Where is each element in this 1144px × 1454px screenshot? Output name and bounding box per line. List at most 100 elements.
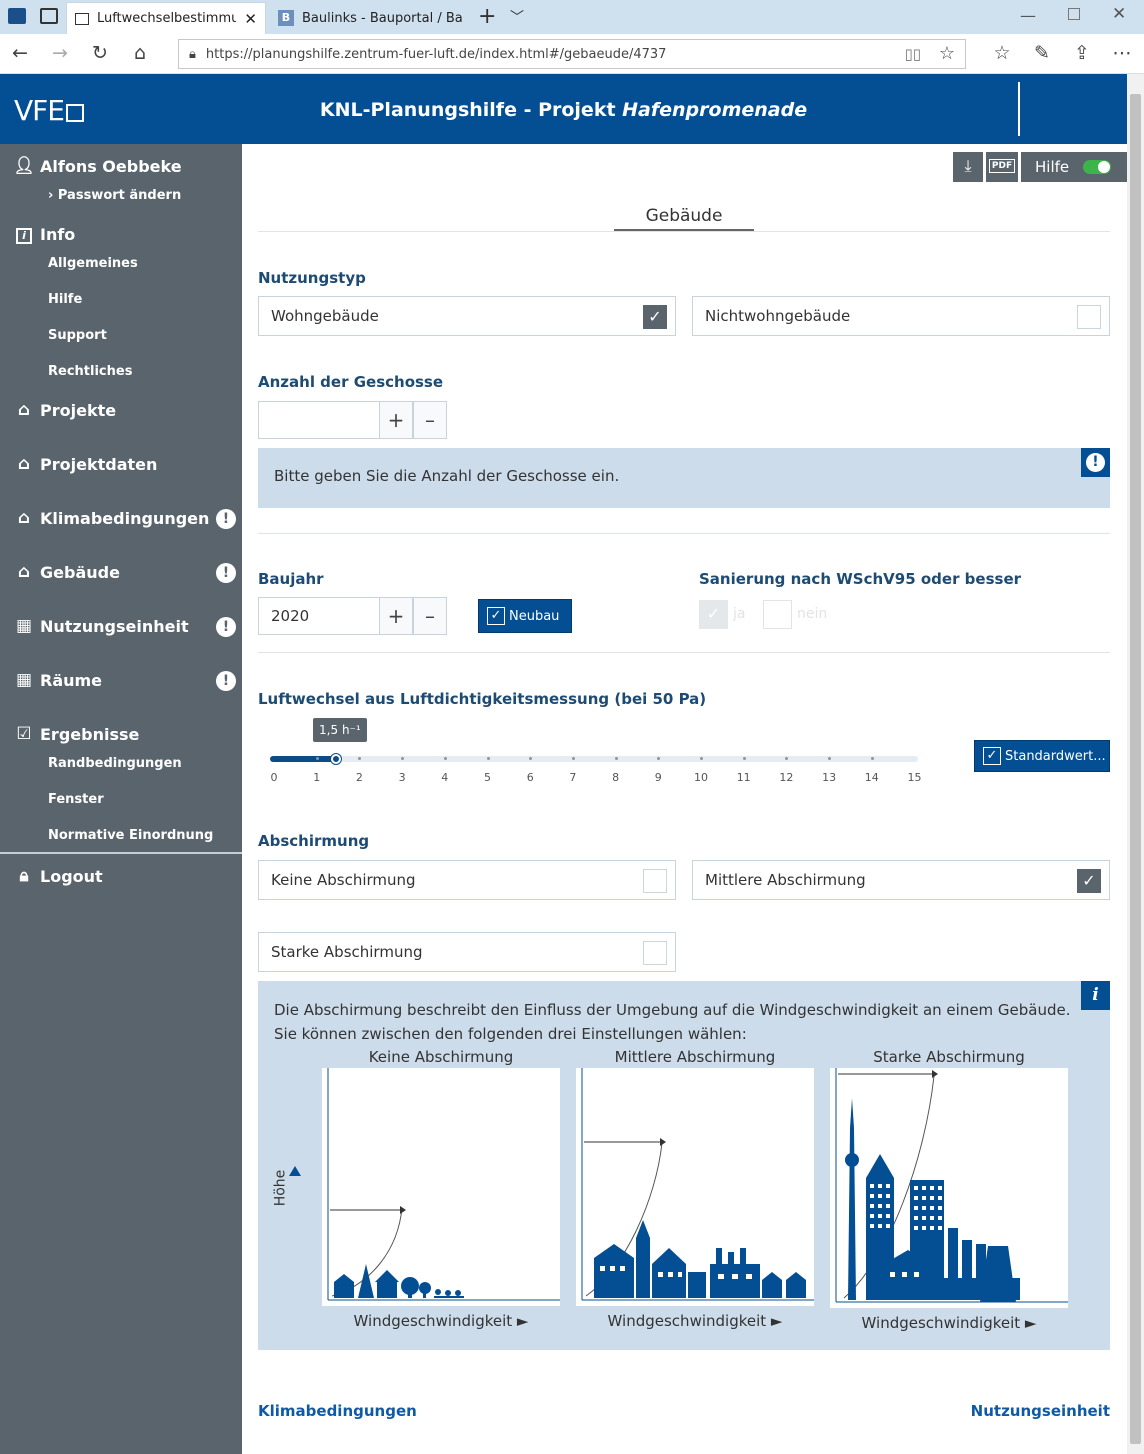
- more-icon[interactable]: ⋯: [1112, 42, 1132, 64]
- mittlere-abschirmung-checkbox[interactable]: ✓: [1077, 869, 1101, 893]
- sidebar-item-klimabedingungen[interactable]: ⌂ Klimabedingungen: [12, 508, 210, 528]
- baujahr-input[interactable]: 2020: [258, 597, 380, 635]
- wohngebaeude-checkbox[interactable]: ✓: [643, 305, 667, 329]
- slider-handle[interactable]: [331, 754, 342, 764]
- ergebnisse-label: Ergebnisse: [40, 724, 140, 744]
- forward-icon[interactable]: →: [52, 42, 68, 64]
- geschosse-minus-button[interactable]: –: [413, 401, 447, 439]
- sidebar-item-normative[interactable]: Normative Einordnung: [48, 828, 214, 843]
- sidebar-item-gebaeude[interactable]: ⌂ Gebäude: [12, 562, 120, 582]
- option-label: Wohngebäude: [271, 307, 379, 325]
- slider-tick-dot: [700, 757, 703, 760]
- close-tab-icon[interactable]: ✕: [244, 9, 257, 28]
- sanierung-ja-checkbox[interactable]: ✓: [699, 600, 728, 629]
- baujahr-minus-button[interactable]: –: [413, 597, 447, 635]
- hoehe-text: Höhe: [272, 1169, 289, 1207]
- slider-tick-dot: [529, 757, 533, 760]
- slider-tick-dot: [315, 757, 319, 760]
- slider-tick-label: 2: [355, 771, 363, 784]
- tab-baulinks[interactable]: B Baulinks - Bauportal / Baum: [270, 2, 470, 34]
- tab-actions-icon[interactable]: [8, 8, 26, 24]
- home-icon[interactable]: ⌂: [133, 42, 147, 64]
- tab-title: Luftwechselbestimmung: [96, 11, 237, 26]
- warning-badge: !: [1081, 448, 1110, 477]
- option-keine-abschirmung[interactable]: Keine Abschirmung: [258, 860, 676, 900]
- sidebar-item-projekte[interactable]: ⌂ Projekte: [12, 400, 116, 420]
- sidebar-item-ergebnisse[interactable]: ☑ Ergebnisse: [12, 724, 139, 744]
- favorite-star-icon[interactable]: ☆: [938, 43, 955, 64]
- starke-abschirmung-checkbox[interactable]: [643, 941, 667, 965]
- slider-tick-label: 10: [694, 771, 708, 784]
- header-divider: [1018, 82, 1020, 136]
- option-wohngebaeude[interactable]: Wohngebäude ✓: [258, 296, 676, 336]
- favorites-list-icon[interactable]: ☆: [993, 42, 1011, 64]
- back-icon[interactable]: ←: [12, 42, 28, 64]
- maximize-icon[interactable]: [1068, 8, 1080, 20]
- sidebar-item-hilfe[interactable]: Hilfe: [48, 292, 83, 307]
- tab-luftwechsel[interactable]: Luftwechselbestimmung ✕: [66, 2, 266, 34]
- slider-tick-dot: [571, 757, 575, 760]
- window-close-icon[interactable]: ✕: [1112, 4, 1127, 24]
- refresh-icon[interactable]: ↻: [92, 42, 108, 64]
- keine-abschirmung-checkbox[interactable]: [643, 869, 667, 893]
- reading-view-icon[interactable]: ▯▯: [904, 45, 921, 63]
- baujahr-plus-button[interactable]: +: [379, 597, 413, 635]
- sidebar-divider: [0, 852, 242, 854]
- sidebar-item-randbedingungen[interactable]: Randbedingungen: [48, 756, 182, 771]
- tab-list-chevron-icon[interactable]: ﹀: [510, 10, 524, 26]
- option-label: Nichtwohngebäude: [705, 307, 851, 325]
- sidebar-item-fenster[interactable]: Fenster: [48, 792, 104, 807]
- sidebar-item-logout[interactable]: 🔒︎ Logout: [12, 866, 102, 886]
- tab-divider: [258, 231, 1110, 232]
- scrollbar-thumb[interactable]: [1130, 94, 1141, 1444]
- pen-icon[interactable]: ✎: [1034, 42, 1050, 64]
- sidebar: 👤︎ Alfons Oebbeke › Passwort ändern i Info…: [0, 144, 242, 1454]
- slider-tick-label: 13: [822, 771, 837, 784]
- share-icon[interactable]: ⇪: [1074, 42, 1090, 64]
- neubau-toggle[interactable]: ✓ Neubau: [478, 599, 572, 633]
- sidebar-item-raeume[interactable]: ▦ Räume: [12, 670, 102, 690]
- download-button[interactable]: ⤓: [953, 152, 983, 182]
- tab-set-aside-icon[interactable]: [40, 8, 58, 24]
- slider-tick-label: 5: [484, 771, 491, 784]
- slider-tick-label: 1: [313, 771, 321, 784]
- sidebar-item-support[interactable]: Support: [48, 328, 107, 343]
- sidebar-item-info[interactable]: i Info: [12, 224, 75, 244]
- sanierung-nein-checkbox[interactable]: [763, 600, 792, 629]
- geschosse-plus-button[interactable]: +: [379, 401, 413, 439]
- projects-home-icon: ⌂: [17, 400, 31, 420]
- pdf-export-button[interactable]: PDF: [986, 152, 1018, 182]
- logo-text: VFE: [14, 94, 65, 127]
- geschosse-hint-box: Bitte geben Sie die Anzahl der Geschosse…: [258, 448, 1110, 508]
- minimize-icon[interactable]: —: [1020, 6, 1036, 25]
- diagram-xlabel-keine: Windgeschwindigkeit ►: [353, 1312, 529, 1330]
- hilfe-switch[interactable]: [1083, 160, 1111, 174]
- sidebar-item-nutzungseinheit[interactable]: ▦ Nutzungseinheit: [12, 616, 189, 636]
- sidebar-item-projektdaten[interactable]: ⌂ Projektdaten: [12, 454, 157, 474]
- nutzungstyp-heading: Nutzungstyp: [258, 269, 366, 287]
- slider-tick-label: 15: [907, 771, 922, 784]
- prev-link-klimabedingungen[interactable]: Klimabedingungen: [258, 1402, 417, 1420]
- geschosse-input[interactable]: [258, 401, 380, 439]
- lock-icon: 🔒︎: [189, 46, 196, 62]
- url-field[interactable]: 🔒︎ https://planungshilfe.zentrum-fuer-lu…: [178, 39, 966, 69]
- hilfe-toggle[interactable]: Hilfe: [1021, 152, 1127, 182]
- sidebar-item-password[interactable]: › Passwort ändern: [48, 188, 182, 203]
- standardwert-button[interactable]: ✓ Standardwert...: [974, 740, 1110, 772]
- sidebar-item-user[interactable]: 👤︎ Alfons Oebbeke: [12, 156, 181, 176]
- page-scrollbar[interactable]: [1127, 74, 1144, 1454]
- tab-gebaeude[interactable]: Gebäude: [645, 206, 723, 226]
- projektdaten-home-icon: ⌂: [17, 454, 31, 474]
- slider-track[interactable]: [270, 756, 918, 762]
- option-starke-abschirmung[interactable]: Starke Abschirmung: [258, 932, 676, 972]
- slider-tick-label: 0: [270, 771, 278, 784]
- next-link-nutzungseinheit[interactable]: Nutzungseinheit: [970, 1402, 1110, 1420]
- slider-tick-label: 3: [398, 771, 406, 784]
- sidebar-item-rechtliches[interactable]: Rechtliches: [48, 364, 133, 379]
- option-mittlere-abschirmung[interactable]: Mittlere Abschirmung ✓: [692, 860, 1110, 900]
- new-tab-icon[interactable]: +: [478, 4, 497, 29]
- option-nichtwohngebaeude[interactable]: Nichtwohngebäude: [692, 296, 1110, 336]
- nichtwohngebaeude-checkbox[interactable]: [1077, 305, 1101, 329]
- vfe-logo[interactable]: VFE: [14, 94, 84, 127]
- sidebar-item-allgemeines[interactable]: Allgemeines: [48, 256, 138, 271]
